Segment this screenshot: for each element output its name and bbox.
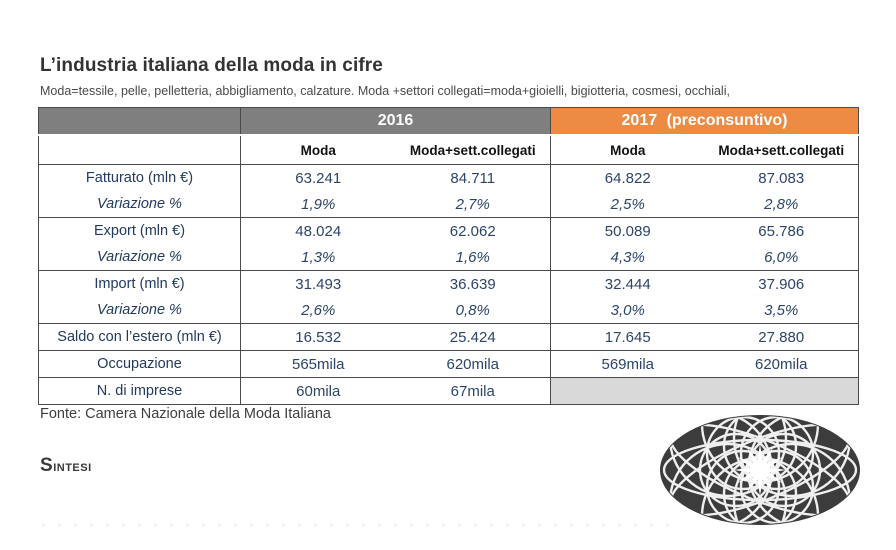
cell-value: 2,8%: [704, 191, 859, 218]
row-label: Occupazione: [38, 350, 241, 378]
cell-value: 0,8%: [395, 297, 551, 324]
column-header-moda-sett-2017: Moda+sett.collegati: [704, 135, 859, 165]
source-line: Fonte: Camera Nazionale della Moda Itali…: [40, 406, 331, 422]
section-heading-sintesi: Sintesi: [40, 455, 92, 476]
cell-value: 32.444: [604, 275, 651, 293]
spirograph-ellipse-logo-icon: [660, 415, 860, 525]
cell-value: 2,7%: [395, 191, 551, 218]
header-corner-cell: [38, 107, 241, 136]
cell-value: 3,0%: [550, 297, 705, 324]
year-header-2017: 2017 (preconsuntivo): [550, 107, 859, 136]
row-label: Export (mln €): [38, 217, 241, 244]
cell-value: 1,6%: [395, 244, 551, 271]
cell-value: 48.024: [295, 222, 342, 240]
table-row-import: Import (mln €) 31.493 36.639 32.444 37.9…: [38, 270, 859, 297]
cell-value: 16.532: [240, 323, 396, 351]
cell-value: 31.493: [295, 275, 342, 293]
cell-value: 65.786: [758, 222, 805, 240]
row-label: Import (mln €): [38, 270, 241, 297]
cell-value: 36.639: [395, 270, 551, 297]
cell-value: 4,3%: [550, 244, 705, 271]
cell-value: 63.241: [295, 169, 342, 187]
column-header-row: Moda Moda+sett.collegati Moda Moda+sett.…: [38, 135, 859, 165]
cell-value: 6,0%: [704, 244, 859, 271]
figures-table-container: 2016 2017 (preconsuntivo) Moda Moda+sett…: [38, 107, 859, 405]
cell-value: 60mila: [240, 377, 396, 405]
cell-value: 2,5%: [550, 191, 705, 218]
cell-value: 1,9%: [240, 191, 396, 218]
cell-empty-shaded: [550, 377, 705, 405]
cell-value: 50.089: [604, 222, 651, 240]
cell-empty-shaded: [704, 377, 859, 405]
page-subtitle: Moda=tessile, pelle, pelletteria, abbigl…: [40, 84, 730, 98]
row-label: Saldo con l’estero (mln €): [38, 323, 241, 351]
column-header-empty: [38, 135, 241, 165]
page-title: L’industria italiana della moda in cifre: [40, 55, 383, 76]
year-header-row: 2016 2017 (preconsuntivo): [38, 107, 859, 136]
cell-value: 620mila: [704, 350, 859, 378]
figures-table: 2016 2017 (preconsuntivo) Moda Moda+sett…: [38, 107, 859, 405]
table-row-variazione-import: Variazione % 2,6% 0,8% 3,0% 3,5%: [38, 297, 859, 324]
table-row-variazione-export: Variazione % 1,3% 1,6% 4,3% 6,0%: [38, 244, 859, 271]
table-row-occupazione: Occupazione 565mila 620mila 569mila 620m…: [38, 350, 859, 378]
cell-value: 67mila: [395, 377, 551, 405]
row-label: Variazione %: [38, 244, 241, 271]
row-label: N. di imprese: [38, 377, 241, 405]
cropped-text-remnant: [42, 523, 672, 527]
cell-value: 27.880: [704, 323, 859, 351]
column-header-moda-2017: Moda: [550, 135, 705, 165]
column-header-moda-2016: Moda: [240, 135, 396, 165]
cell-value: 62.062: [395, 217, 551, 244]
table-row-export: Export (mln €) 48.024 62.062 50.089 65.7…: [38, 217, 859, 244]
cell-value: 565mila: [240, 350, 396, 378]
cell-value: 84.711: [395, 164, 551, 191]
table-row-saldo: Saldo con l’estero (mln €) 16.532 25.424…: [38, 323, 859, 351]
cell-value: 1,3%: [240, 244, 396, 271]
cell-value: 17.645: [550, 323, 705, 351]
table-row-fatturato: Fatturato (mln €) 63.241 84.711 64.822 8…: [38, 164, 859, 191]
cell-value: 25.424: [395, 323, 551, 351]
cell-value: 569mila: [550, 350, 705, 378]
column-header-moda-sett-2016: Moda+sett.collegati: [395, 135, 551, 165]
cell-value: 37.906: [758, 275, 805, 293]
row-label: Variazione %: [38, 297, 241, 324]
table-row-variazione-fatturato: Variazione % 1,9% 2,7% 2,5% 2,8%: [38, 191, 859, 218]
camera-moda-logo: [653, 413, 873, 543]
year-header-2016: 2016: [240, 107, 551, 136]
cell-value: 620mila: [395, 350, 551, 378]
row-label: Variazione %: [38, 191, 241, 218]
cell-value: 87.083: [758, 169, 805, 187]
cell-value: 2,6%: [240, 297, 396, 324]
cell-value: 3,5%: [704, 297, 859, 324]
table-row-imprese: N. di imprese 60mila 67mila: [38, 377, 859, 405]
row-label: Fatturato (mln €): [38, 164, 241, 191]
cell-value: 64.822: [604, 169, 651, 187]
star-icon: [734, 444, 786, 496]
